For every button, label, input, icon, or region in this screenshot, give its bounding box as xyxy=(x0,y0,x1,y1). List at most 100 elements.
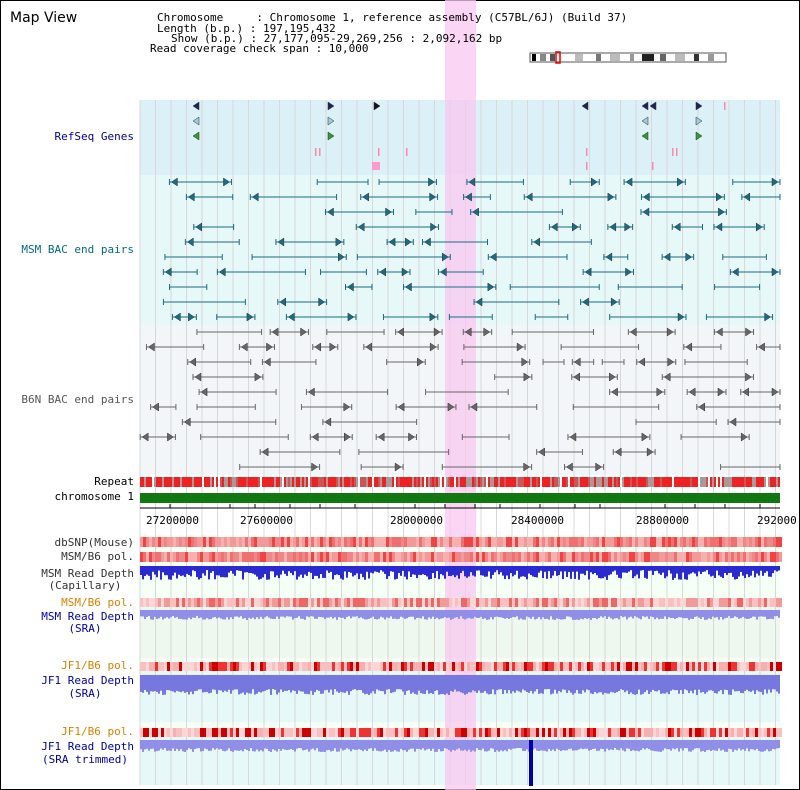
msm-pol2-heat xyxy=(701,598,704,607)
repeat-segment xyxy=(698,477,700,487)
msm-sra-depth-bar xyxy=(726,610,728,618)
msm-sra-depth-bar xyxy=(312,610,314,617)
msm-pol2-heat xyxy=(323,598,326,607)
jf1-pol2-heat xyxy=(641,728,644,737)
msm-pol2-heat xyxy=(587,598,590,607)
jf1-pol-heat xyxy=(635,662,638,671)
msm-sra-depth-bar xyxy=(560,610,562,620)
dbsnp-heat xyxy=(164,537,167,547)
dbsnp-heat xyxy=(611,537,614,547)
msm-capillary-depth-bar xyxy=(720,566,722,577)
jf1-trim-depth-bar xyxy=(592,740,594,749)
jf1-sra-depth-bar xyxy=(716,675,718,694)
msm-pol2-heat xyxy=(779,598,782,607)
msm-pol2-heat xyxy=(662,598,665,607)
jf1-pol-heat xyxy=(689,662,692,671)
msm-pol-heat xyxy=(302,552,305,562)
msm-pol2-heat xyxy=(245,598,248,607)
msm-sra-depth-bar xyxy=(216,610,218,619)
msm-pol-heat xyxy=(551,552,554,562)
msm-capillary-depth-bar xyxy=(696,566,698,577)
jf1-sra-depth-bar xyxy=(514,675,516,693)
repeat-segment xyxy=(584,477,586,487)
msm-sra-depth-bar xyxy=(328,610,330,618)
msm-sra-depth-bar xyxy=(290,610,292,617)
jf1-pol-heat xyxy=(242,662,245,671)
jf1-sra-depth-bar xyxy=(342,675,344,693)
jf1-pol-heat xyxy=(530,662,533,671)
jf1-pol2-heat xyxy=(269,728,272,737)
dbsnp-heat xyxy=(566,537,569,547)
jf1-pol2-heat xyxy=(230,728,233,737)
msm-capillary-depth-bar xyxy=(616,566,618,575)
msm-capillary-depth-bar xyxy=(522,566,524,577)
jf1-trim-depth-bar xyxy=(642,740,644,749)
jf1-pol2-heat xyxy=(758,728,761,737)
msm-pol2-heat xyxy=(614,598,617,607)
refseq-transcript-block xyxy=(372,162,380,170)
msm-capillary-depth-bar xyxy=(388,566,390,577)
chromosome-bar xyxy=(140,493,780,503)
msm-pol-heat xyxy=(635,552,638,562)
jf1-sra-depth-bar xyxy=(670,675,672,691)
jf1-trim-depth-bar xyxy=(624,740,626,752)
repeat-segment xyxy=(532,477,534,487)
jf1-sra-depth-bar xyxy=(600,675,602,693)
jf1-trim-depth-bar xyxy=(192,740,194,752)
msm-sra-depth-bar xyxy=(234,610,236,617)
dbsnp-heat xyxy=(545,537,548,547)
b6n-bac-pair-arrow xyxy=(740,432,748,442)
msm-pol2-heat xyxy=(734,598,737,607)
msm-sra-depth-bar xyxy=(284,610,286,618)
jf1-sra-depth-bar xyxy=(586,675,588,690)
dbsnp-heat xyxy=(578,537,581,547)
repeat-segment xyxy=(730,477,732,487)
track-label-b6n-bac[interactable]: B6N BAC end pairs xyxy=(21,393,134,406)
msm-pol-heat xyxy=(182,552,185,562)
track-label-refseq[interactable]: RefSeq Genes xyxy=(54,130,134,143)
jf1-pol-heat xyxy=(647,662,650,671)
msm-pol-heat xyxy=(335,552,338,562)
jf1-trim-depth-bar xyxy=(142,740,144,752)
jf1-pol-heat xyxy=(503,662,506,671)
msm-pol-heat xyxy=(344,552,347,562)
repeat-segment xyxy=(294,477,296,487)
repeat-segment xyxy=(232,477,234,487)
ideogram-band xyxy=(660,54,666,61)
msm-capillary-depth-bar xyxy=(202,566,204,574)
msm-bac-pair-arrow xyxy=(607,192,615,202)
msm-capillary-depth-bar xyxy=(470,566,472,573)
msm-capillary-depth-bar xyxy=(210,566,212,573)
repeat-segment xyxy=(288,477,290,487)
msm-pol-heat xyxy=(350,552,353,562)
jf1-trim-depth-bar xyxy=(342,740,344,751)
track-label-msm-bac[interactable]: MSM BAC end pairs xyxy=(21,243,134,256)
msm-pol2-heat xyxy=(629,598,632,607)
msm-capillary-depth-bar xyxy=(644,566,646,578)
msm-pol2-heat xyxy=(521,598,524,607)
msm-capillary-depth-bar xyxy=(266,566,268,580)
jf1-trim-depth-bar xyxy=(714,740,716,751)
repeat-segment xyxy=(340,477,342,487)
msm-sra-depth-bar xyxy=(496,610,498,617)
jf1-trim-depth-bar xyxy=(392,740,394,752)
repeat-segment xyxy=(426,477,428,487)
jf1-pol2-heat xyxy=(482,728,485,737)
msm-capillary-depth-bar xyxy=(164,566,166,576)
jf1-sra-depth-bar xyxy=(350,675,352,692)
jf1-sra-depth-bar xyxy=(470,675,472,693)
msm-pol-heat xyxy=(722,552,725,562)
msm-pol-heat xyxy=(338,552,341,562)
msm-capillary-depth-bar xyxy=(390,566,392,572)
msm-capillary-depth-bar xyxy=(218,566,220,576)
msm-sra-depth-bar xyxy=(238,610,240,618)
dbsnp-heat xyxy=(389,537,392,547)
b6n-bac-pair-arrow xyxy=(397,327,404,337)
jf1-sra-depth-bar xyxy=(374,675,376,694)
msm-sra-depth-bar xyxy=(342,610,344,618)
msm-bac-pair-arrow xyxy=(405,237,412,247)
msm-pol2-heat xyxy=(638,598,641,607)
jf1-pol2-heat xyxy=(194,728,197,737)
jf1-sra-depth-bar xyxy=(490,675,492,695)
